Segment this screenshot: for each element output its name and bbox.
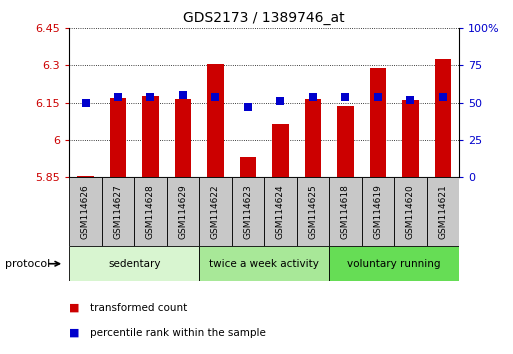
Bar: [394, 177, 427, 246]
Point: [277, 98, 285, 104]
Text: GSM114626: GSM114626: [81, 184, 90, 239]
Text: GSM114619: GSM114619: [373, 184, 382, 239]
Point: [406, 97, 415, 103]
Bar: [329, 177, 362, 246]
Text: GSM114623: GSM114623: [244, 184, 252, 239]
Bar: [402, 100, 419, 177]
Bar: [370, 68, 386, 177]
Bar: [297, 177, 329, 246]
Text: GSM114620: GSM114620: [406, 184, 415, 239]
Bar: [199, 177, 232, 246]
Bar: [427, 177, 459, 246]
Point: [114, 94, 122, 99]
Text: GSM114628: GSM114628: [146, 184, 155, 239]
Text: sedentary: sedentary: [108, 259, 161, 269]
Bar: [134, 177, 167, 246]
Bar: [69, 177, 102, 246]
Point: [211, 94, 220, 99]
Point: [374, 94, 382, 99]
Bar: [77, 176, 93, 177]
Text: twice a week activity: twice a week activity: [209, 259, 319, 269]
Text: GSM114622: GSM114622: [211, 184, 220, 239]
Bar: [329, 246, 459, 281]
Bar: [175, 99, 191, 177]
Text: voluntary running: voluntary running: [347, 259, 441, 269]
Text: GSM114627: GSM114627: [113, 184, 123, 239]
Bar: [142, 97, 159, 177]
Text: GSM114629: GSM114629: [179, 184, 187, 239]
Bar: [264, 177, 297, 246]
Text: GSM114625: GSM114625: [308, 184, 318, 239]
Bar: [305, 99, 321, 177]
Point: [146, 94, 154, 99]
Text: GSM114618: GSM114618: [341, 184, 350, 239]
Bar: [207, 64, 224, 177]
Text: GSM114621: GSM114621: [439, 184, 447, 239]
Bar: [199, 246, 329, 281]
Text: GSM114624: GSM114624: [276, 184, 285, 239]
Point: [82, 100, 90, 105]
Point: [179, 92, 187, 98]
Bar: [69, 246, 199, 281]
Title: GDS2173 / 1389746_at: GDS2173 / 1389746_at: [183, 11, 345, 24]
Point: [341, 94, 349, 99]
Bar: [337, 106, 353, 177]
Bar: [110, 98, 126, 177]
Bar: [240, 157, 256, 177]
Text: protocol: protocol: [5, 259, 50, 269]
Bar: [232, 177, 264, 246]
Bar: [167, 177, 199, 246]
Bar: [435, 59, 451, 177]
Text: ■: ■: [69, 303, 80, 313]
Point: [439, 94, 447, 99]
Bar: [362, 177, 394, 246]
Point: [244, 104, 252, 110]
Point: [309, 94, 317, 99]
Bar: [102, 177, 134, 246]
Text: transformed count: transformed count: [90, 303, 187, 313]
Text: percentile rank within the sample: percentile rank within the sample: [90, 328, 266, 338]
Bar: [272, 124, 288, 177]
Text: ■: ■: [69, 328, 80, 338]
